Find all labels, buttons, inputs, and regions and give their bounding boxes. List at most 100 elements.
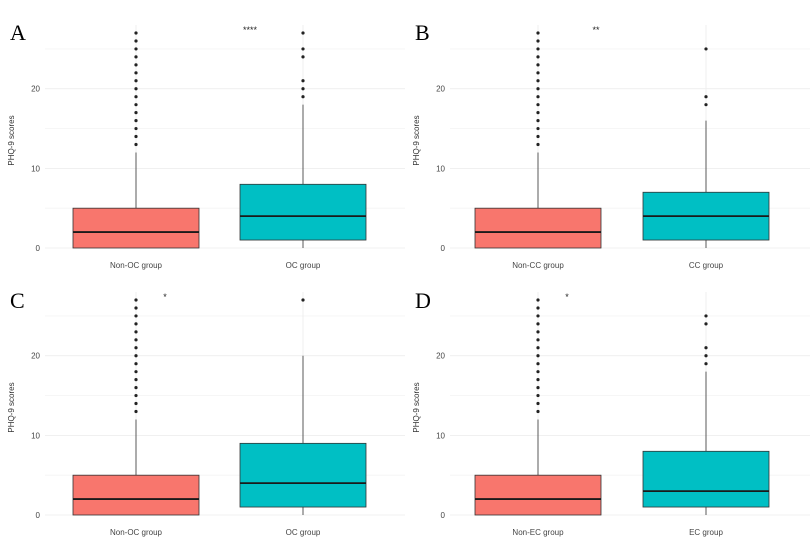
outlier-point: [536, 111, 540, 115]
outlier-point: [536, 378, 540, 382]
outlier-point: [536, 142, 540, 147]
box-comparison: [239, 442, 367, 508]
significance-marker: **: [592, 25, 600, 35]
outlier-point: [704, 47, 708, 51]
box-reference: [474, 474, 602, 516]
outlier-point: [134, 55, 138, 59]
outlier-point: [134, 330, 138, 334]
significance-marker: *: [565, 292, 569, 302]
outlier-point: [134, 71, 138, 75]
outlier-point: [536, 63, 540, 67]
outlier-point: [536, 134, 540, 139]
y-tick-label: 10: [31, 164, 40, 173]
outlier-point: [301, 31, 305, 35]
outlier-point: [134, 354, 138, 358]
outlier-point: [536, 330, 540, 334]
outlier-point: [134, 142, 138, 147]
box-reference: [474, 207, 602, 249]
outlier-point: [134, 298, 138, 302]
outlier-point: [134, 111, 138, 115]
outlier-point: [536, 95, 540, 99]
box-comparison: [642, 450, 770, 508]
outlier-point: [704, 314, 708, 318]
outlier-point: [134, 322, 138, 326]
outlier-point: [134, 314, 138, 318]
outlier-point: [134, 409, 138, 414]
y-tick-label: 20: [31, 85, 40, 94]
y-axis-label: PHQ-9 scores: [412, 382, 421, 432]
outlier-point: [536, 126, 540, 131]
outlier-point: [536, 47, 540, 51]
y-tick-label: 0: [441, 511, 446, 520]
outlier-point: [134, 362, 138, 366]
outlier-point: [704, 95, 708, 99]
outlier-point: [134, 134, 138, 139]
outlier-point: [134, 378, 138, 382]
significance-marker: *: [163, 292, 167, 302]
y-tick-label: 20: [31, 352, 40, 361]
y-axis-label: PHQ-9 scores: [412, 115, 421, 165]
outlier-point: [301, 95, 305, 99]
y-tick-label: 10: [436, 164, 445, 173]
y-tick-label: 20: [436, 352, 445, 361]
y-tick-label: 0: [36, 511, 41, 520]
outlier-point: [536, 71, 540, 75]
x-tick-label: Non-CC group: [512, 261, 564, 270]
outlier-point: [134, 47, 138, 51]
outlier-point: [134, 370, 138, 374]
outlier-point: [301, 47, 305, 51]
outlier-point: [134, 393, 138, 398]
outlier-point: [536, 39, 540, 43]
panel-letter: B: [415, 20, 430, 45]
outlier-point: [536, 87, 540, 91]
y-tick-label: 10: [31, 431, 40, 440]
outlier-point: [134, 118, 138, 123]
y-axis-label: PHQ-9 scores: [7, 382, 16, 432]
outlier-point: [536, 322, 540, 326]
outlier-point: [536, 338, 540, 342]
outlier-point: [536, 393, 540, 398]
outlier-point: [704, 346, 708, 350]
outlier-point: [536, 298, 540, 302]
outlier-point: [536, 314, 540, 318]
x-tick-label: Non-OC group: [110, 528, 163, 537]
outlier-point: [134, 63, 138, 67]
outlier-point: [134, 346, 138, 350]
outlier-point: [536, 55, 540, 59]
outlier-point: [134, 95, 138, 99]
outlier-point: [134, 385, 138, 390]
outlier-point: [536, 79, 540, 83]
outlier-point: [704, 322, 708, 326]
panel-letter: C: [10, 288, 25, 313]
outlier-point: [536, 385, 540, 390]
outlier-point: [301, 87, 305, 91]
outlier-point: [134, 103, 138, 107]
y-tick-label: 20: [436, 85, 445, 94]
outlier-point: [301, 55, 305, 59]
x-tick-label: OC group: [286, 261, 321, 270]
y-tick-label: 10: [436, 431, 445, 440]
outlier-point: [134, 31, 138, 35]
outlier-point: [536, 118, 540, 123]
y-axis-label: PHQ-9 scores: [7, 115, 16, 165]
outlier-point: [536, 103, 540, 107]
outlier-point: [134, 39, 138, 43]
y-tick-label: 0: [441, 244, 446, 253]
outlier-point: [704, 354, 708, 358]
significance-marker: ****: [243, 25, 258, 35]
outlier-point: [134, 87, 138, 91]
outlier-point: [536, 401, 540, 406]
x-tick-label: Non-EC group: [512, 528, 564, 537]
outlier-point: [536, 370, 540, 374]
x-tick-label: OC group: [286, 528, 321, 537]
box-reference: [72, 207, 200, 249]
outlier-point: [301, 79, 305, 83]
outlier-point: [536, 409, 540, 414]
outlier-point: [704, 362, 708, 366]
panel-letter: D: [415, 288, 431, 313]
outlier-point: [536, 346, 540, 350]
outlier-point: [134, 401, 138, 406]
outlier-point: [301, 298, 305, 302]
panel-letter: A: [10, 20, 26, 45]
outlier-point: [134, 306, 138, 310]
